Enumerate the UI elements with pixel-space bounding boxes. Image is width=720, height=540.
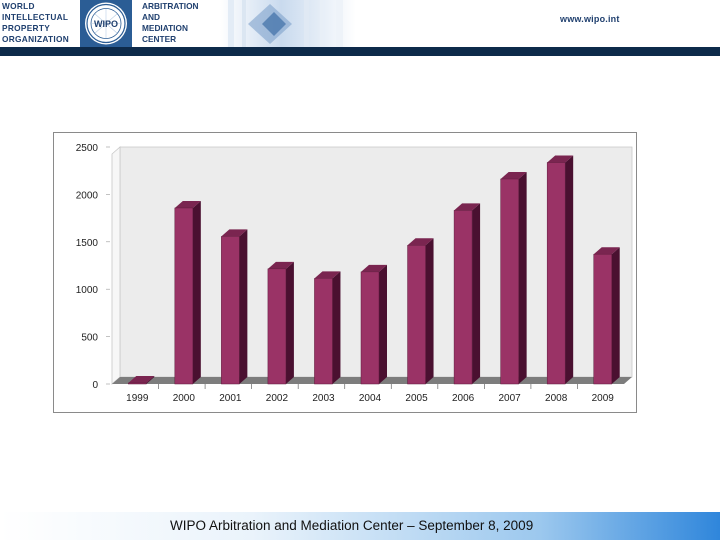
bar-side: [425, 238, 434, 384]
seal-text: WIPO: [94, 19, 118, 29]
bar-side: [285, 261, 294, 384]
x-tick-label: 2000: [173, 393, 196, 404]
bar-top: [361, 264, 387, 272]
chart-side-wall: [111, 146, 121, 385]
bar-side: [146, 376, 155, 384]
x-tick-label: 2003: [312, 393, 335, 404]
org-line: PROPERTY: [2, 23, 51, 33]
x-tick-label: 2002: [266, 393, 289, 404]
header: WORLD INTELLECTUAL PROPERTY ORGANIZATION…: [0, 0, 720, 56]
bar: [174, 207, 194, 385]
bar-side: [332, 271, 341, 384]
bar-side: [611, 247, 620, 384]
bar-top: [174, 200, 201, 208]
org-line: ORGANIZATION: [2, 34, 70, 44]
chart: 0 500 1000 1500 2000 2500 1999 2000 2001 2002 2003…: [53, 132, 637, 413]
x-tick-label: 2006: [452, 393, 475, 404]
bar-side: [379, 264, 387, 384]
x-tick-label: 2007: [499, 393, 522, 404]
bar-top: [314, 271, 341, 279]
bar-top: [454, 203, 481, 211]
bar: [546, 162, 566, 385]
bar: [360, 271, 380, 385]
bar-top: [500, 172, 527, 180]
bar: [593, 253, 612, 385]
bar-side: [239, 229, 248, 384]
y-tick-label: 2000: [76, 190, 99, 201]
bar-top: [221, 229, 248, 237]
bar-side: [565, 155, 574, 384]
center-line: ARBITRATION: [142, 1, 199, 11]
bar-side: [518, 172, 527, 384]
footer-caption: WIPO Arbitration and Mediation Center – …: [170, 518, 534, 533]
y-tick-label: 0: [92, 380, 98, 391]
bar: [500, 178, 519, 385]
bar-side: [472, 203, 481, 384]
x-tick-label: 2001: [219, 393, 242, 404]
wipo-wordmark: WORLD INTELLECTUAL PROPERTY ORGANIZATION: [2, 1, 78, 45]
header-bar: [0, 47, 720, 56]
bar-top: [267, 261, 294, 269]
org-line: WORLD: [2, 1, 35, 11]
bar: [221, 236, 240, 385]
bar-top: [128, 376, 155, 383]
bar: [128, 382, 147, 385]
y-tick-label: 1500: [76, 238, 99, 249]
x-tick-label: 2005: [405, 393, 428, 404]
y-tick-label: 2500: [76, 143, 99, 154]
x-tick-label: 2004: [359, 393, 382, 404]
bar: [453, 210, 473, 385]
center-line: MEDIATION: [142, 23, 188, 33]
org-line: INTELLECTUAL: [2, 12, 69, 22]
x-tick-label: 2009: [592, 393, 615, 404]
footer-bar: [0, 512, 720, 540]
bar: [407, 245, 426, 385]
y-tick-label: 500: [81, 333, 98, 344]
bar-side: [192, 200, 201, 384]
header-decoration: [220, 0, 356, 47]
x-tick-label: 2008: [545, 393, 568, 404]
bar: [314, 278, 333, 385]
wipo-seal-logo: WIPO: [80, 0, 132, 47]
website-url: www.wipo.int: [560, 14, 620, 24]
bar-top: [407, 238, 434, 246]
bar-chart-svg: 0 500 1000 1500 2000 2500 1999 2000 2001 2002 2003…: [76, 143, 633, 404]
center-line: AND: [142, 12, 160, 22]
bar-top: [593, 247, 620, 255]
center-line: CENTER: [142, 34, 177, 44]
y-tick-label: 1000: [76, 285, 99, 296]
x-tick-label: 1999: [126, 393, 149, 404]
amc-wordmark: ARBITRATION AND MEDIATION CENTER: [142, 1, 220, 45]
bar-top: [547, 155, 574, 163]
bar: [267, 268, 287, 385]
